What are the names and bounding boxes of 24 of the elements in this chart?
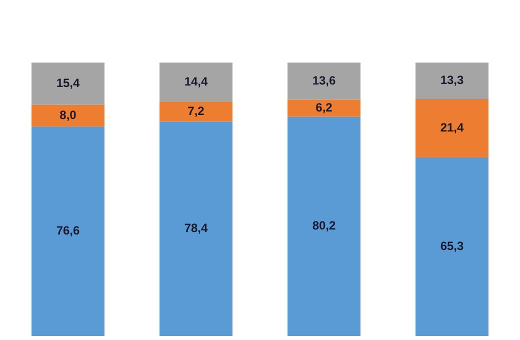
data-label: 21,4 [440, 120, 464, 135]
data-label: 6,2 [316, 100, 333, 115]
data-label: 80,2 [312, 218, 336, 233]
data-label: 78,4 [184, 221, 208, 236]
data-label: 7,2 [188, 104, 205, 118]
data-label: 76,6 [56, 224, 80, 238]
bar [416, 99, 488, 158]
data-label: 13,3 [440, 73, 464, 88]
bar [32, 62, 104, 105]
data-label: 14,4 [184, 74, 208, 89]
bar [32, 104, 104, 127]
bar [32, 126, 104, 336]
data-label: 8,0 [60, 108, 77, 122]
bar [416, 62, 488, 100]
data-label: 65,3 [440, 239, 464, 254]
bar [160, 62, 232, 102]
bar [288, 116, 360, 336]
bar [288, 62, 360, 100]
bar [288, 100, 360, 117]
bar [160, 102, 232, 122]
data-label: 15,4 [56, 76, 80, 90]
bar [160, 122, 232, 336]
data-label: 13,6 [312, 74, 336, 88]
bar [416, 158, 488, 336]
